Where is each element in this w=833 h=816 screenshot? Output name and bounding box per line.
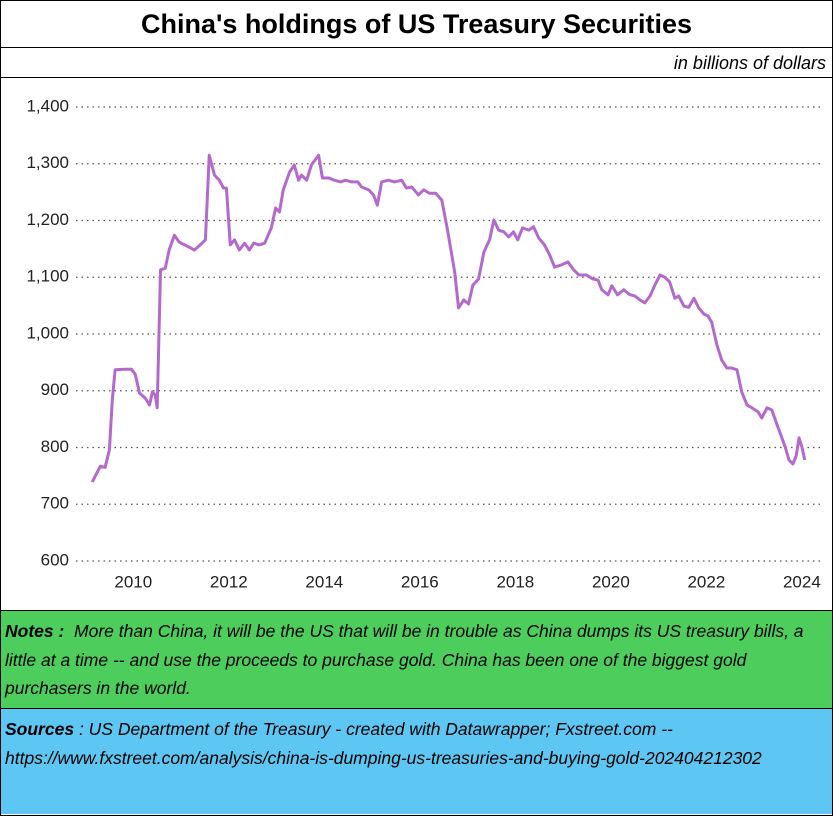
notes-label: Notes : — [5, 621, 65, 641]
x-tick-label: 2018 — [496, 572, 534, 591]
x-tick-label: 2022 — [687, 572, 725, 591]
chart: 600 700 800 900 1,000 1,100 1,200 1,300 1,400 201… — [26, 96, 821, 591]
sources-text: : US Department of the Treasury - create… — [5, 719, 762, 768]
chart-title: China's holdings of US Treasury Securiti… — [1, 1, 832, 48]
y-tick-label: 1,000 — [26, 323, 69, 342]
notes: Notes : More than China, it will be the … — [1, 610, 832, 708]
y-tick-label: 1,100 — [26, 267, 69, 286]
y-tick-label: 600 — [41, 550, 69, 569]
x-tick-label: 2016 — [401, 572, 439, 591]
y-tick-label: 800 — [41, 437, 69, 456]
sources: Sources : US Department of the Treasury … — [1, 708, 832, 814]
y-tick-label: 1,200 — [26, 210, 69, 229]
y-tick-label: 900 — [41, 380, 69, 399]
notes-text: More than China, it will be the US that … — [5, 621, 804, 698]
x-tick-label: 2024 — [783, 572, 821, 591]
x-tick-label: 2012 — [210, 572, 248, 591]
x-tick-label: 2014 — [305, 572, 343, 591]
y-tick-label: 1,400 — [26, 96, 69, 115]
x-tick-label: 2020 — [592, 572, 630, 591]
chart-subtitle: in billions of dollars — [1, 48, 832, 78]
sources-label: Sources — [5, 719, 75, 739]
y-tick-label: 1,300 — [26, 153, 69, 172]
data-line — [90, 153, 807, 483]
x-tick-label: 2010 — [114, 572, 152, 591]
y-tick-label: 700 — [41, 494, 69, 513]
